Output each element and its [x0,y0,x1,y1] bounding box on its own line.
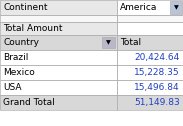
Bar [117,80,183,95]
Bar [117,65,183,80]
Text: Mexico: Mexico [3,68,35,77]
Text: Country: Country [3,38,39,47]
Bar [117,65,183,80]
Bar [117,95,183,110]
Text: 15,496.84: 15,496.84 [134,83,180,92]
Bar [0,80,117,95]
Bar [0,15,117,22]
Bar [0,65,117,80]
Bar [117,95,183,110]
Bar [0,35,117,50]
Bar [117,35,183,50]
Text: America: America [120,3,157,12]
Text: ▼: ▼ [174,5,178,10]
Bar [117,50,183,65]
Text: Total Amount: Total Amount [3,24,63,33]
Text: 20,424.64: 20,424.64 [135,53,180,62]
Bar [0,50,117,65]
Bar [117,35,183,50]
Bar [102,37,115,48]
Bar [0,95,117,110]
Bar [0,95,117,110]
Text: Brazil: Brazil [3,53,28,62]
Text: Total: Total [120,38,141,47]
Text: Grand Total: Grand Total [3,98,55,107]
Bar [117,0,183,15]
Bar [0,65,117,80]
Text: ▼: ▼ [106,40,111,45]
Bar [0,35,117,50]
Bar [170,1,182,14]
Bar [117,80,183,95]
Bar [0,22,117,35]
Bar [0,0,117,15]
Bar [0,15,117,22]
Bar [117,0,183,15]
Bar [0,22,117,35]
Bar [0,0,117,15]
Text: Continent: Continent [3,3,48,12]
Text: 15,228.35: 15,228.35 [134,68,180,77]
Bar [117,22,183,35]
Bar [117,22,183,35]
Text: USA: USA [3,83,21,92]
Bar [0,80,117,95]
Bar [117,15,183,22]
Bar [117,15,183,22]
Text: 51,149.83: 51,149.83 [134,98,180,107]
Bar [0,50,117,65]
Bar [117,50,183,65]
